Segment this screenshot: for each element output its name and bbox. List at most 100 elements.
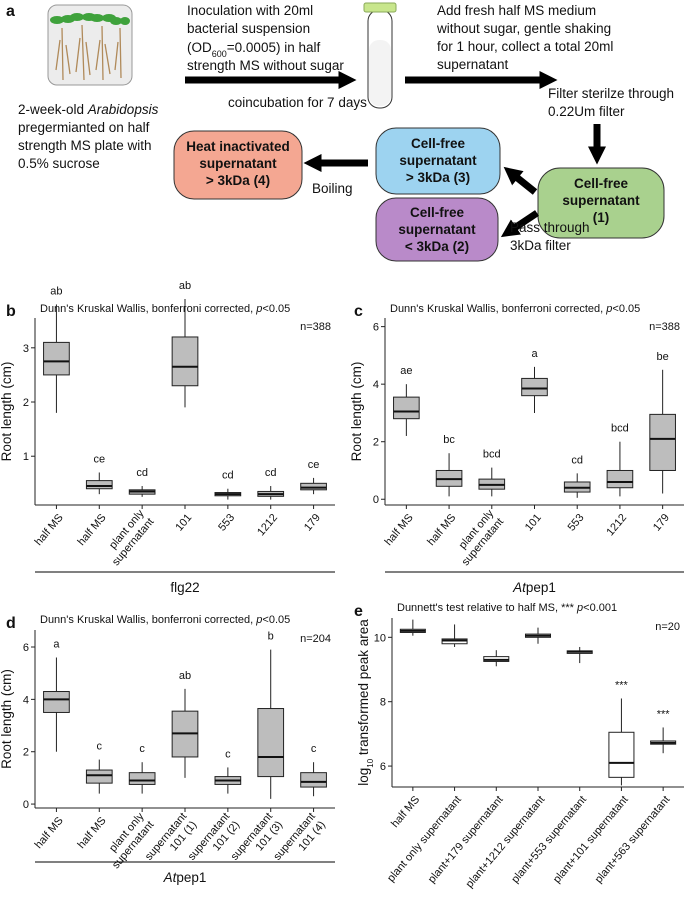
text-part: <0.05 <box>612 303 640 315</box>
text-part: At <box>163 870 178 885</box>
text-line: Pass through <box>510 220 590 235</box>
x-tick-label: plant only supernatant <box>385 794 464 885</box>
text-part: 10 <box>366 758 375 767</box>
box-text: supernatant <box>399 153 477 168</box>
significance-letter: ae <box>400 365 412 377</box>
y-tick-label: 0 <box>373 494 379 506</box>
text-part: Dunn's Kruskal Wallis, bonferroni correc… <box>390 303 606 315</box>
text-line: 3kDa filter <box>510 238 571 253</box>
panel-subtitle: Dunn's Kruskal Wallis, bonferroni correc… <box>40 303 290 315</box>
group-label: Atpep1 <box>163 870 207 885</box>
significance-letter: c <box>97 741 103 753</box>
process-box <box>537 167 665 239</box>
significance-letter: bcd <box>483 449 501 461</box>
text-line: for 1 hour, collect a total 20ml <box>437 39 613 54</box>
significance-letter: c <box>311 743 317 755</box>
x-tick-label: half MS <box>75 512 108 548</box>
y-tick-label: 1 <box>23 451 29 463</box>
significance-letter: a <box>53 638 60 650</box>
box <box>606 469 634 489</box>
text-line: without sugar, gentle shaking <box>436 21 611 36</box>
text-line: pregermianted on half <box>18 120 150 135</box>
process-box <box>375 127 501 195</box>
box-text: Heat inactivated <box>186 139 290 154</box>
y-tick-label: 0 <box>23 799 29 811</box>
text-part: pep1 <box>526 580 556 595</box>
x-tick-label: 101 <box>173 512 194 534</box>
box <box>43 691 70 713</box>
x-tick-label: plant+1212 supernatant <box>464 794 548 891</box>
x-tick-label: plant+553 supernatant <box>509 794 589 886</box>
arrow <box>503 166 538 195</box>
text-line: strength MS plate with <box>18 138 152 153</box>
significance-letter: cd <box>222 470 234 482</box>
text-line: (OD600=0.0005) in half <box>187 40 320 59</box>
sample-size: n=388 <box>649 321 680 333</box>
significance-letter: cd <box>136 467 148 479</box>
box <box>608 731 635 778</box>
text-part: Dunnett's test relative to half MS, *** <box>397 602 577 614</box>
y-tick-label: 6 <box>23 642 29 654</box>
box-text: supernatant <box>398 222 476 237</box>
significance-letter: ce <box>93 453 105 465</box>
text-line: Boiling <box>312 181 353 196</box>
tube <box>363 2 397 109</box>
process-box <box>375 197 499 262</box>
y-axis-label: Root length (cm) <box>0 669 14 769</box>
significance-letter: cd <box>265 467 277 479</box>
y-tick-label: 2 <box>23 397 29 409</box>
y-axis-label: log10 transformed peak area <box>356 619 375 786</box>
x-tick-label: plant+101 supernatant <box>551 794 631 886</box>
significance-letter: b <box>268 631 274 643</box>
panel-subtitle: Dunn's Kruskal Wallis, bonferroni correc… <box>40 614 290 626</box>
panel-subtitle: Dunnett's test relative to half MS, *** … <box>397 602 617 614</box>
y-tick-label: 6 <box>380 761 386 773</box>
text-line: Filter sterilze through <box>548 86 674 101</box>
text-part: p <box>255 303 262 315</box>
y-axis-label: Root length (cm) <box>349 362 364 462</box>
y-tick-label: 8 <box>380 697 386 709</box>
box <box>257 708 285 778</box>
box-text: > 3kDa (4) <box>206 173 270 188</box>
significance-letter: cd <box>571 454 583 466</box>
text-line: supernatant <box>437 57 509 72</box>
text: =0.0005) in half <box>227 40 321 55</box>
x-tick-label: half MS <box>425 512 458 548</box>
x-tick-label: 179 <box>651 512 672 534</box>
y-tick-label: 6 <box>373 322 379 334</box>
plant-plate <box>47 4 133 86</box>
text-part: p <box>605 303 612 315</box>
text-line: 0.22Um filter <box>548 104 625 119</box>
text-part: pep1 <box>176 870 206 885</box>
x-tick-label: 179 <box>302 512 323 534</box>
text-line: bacterial suspension <box>187 21 310 36</box>
box-text: (1) <box>593 210 610 225</box>
y-tick-label: 2 <box>373 437 379 449</box>
x-tick-label: 101 <box>523 512 544 534</box>
text-part: Dunn's Kruskal Wallis, bonferroni correc… <box>40 614 256 626</box>
box-text: Cell-free <box>410 205 465 220</box>
panel-label: a <box>6 3 15 20</box>
text-line: coincubation for 7 days <box>228 95 367 110</box>
x-tick-label: 1212 <box>255 512 280 538</box>
significance-letter: *** <box>657 708 671 720</box>
box <box>43 341 70 376</box>
text-line: Inoculation with 20ml <box>187 3 313 18</box>
text: 2-week-old <box>18 102 88 117</box>
x-tick-label: half MS <box>389 794 422 830</box>
text: (OD <box>187 40 212 55</box>
x-tick-label: plant+563 supernatant <box>593 794 673 886</box>
panel-label: e <box>354 603 363 620</box>
significance-letter: bcd <box>611 423 629 435</box>
y-tick-label: 4 <box>373 379 379 391</box>
x-tick-label: half MS <box>33 512 66 548</box>
text-line: 0.5% sucrose <box>18 156 100 171</box>
text-part: p <box>255 614 262 626</box>
sample-size: n=388 <box>300 321 331 333</box>
box <box>171 336 199 387</box>
sample-size: n=20 <box>655 621 680 633</box>
box <box>128 772 156 785</box>
x-tick-label: half MS <box>33 815 66 851</box>
box <box>85 480 113 490</box>
